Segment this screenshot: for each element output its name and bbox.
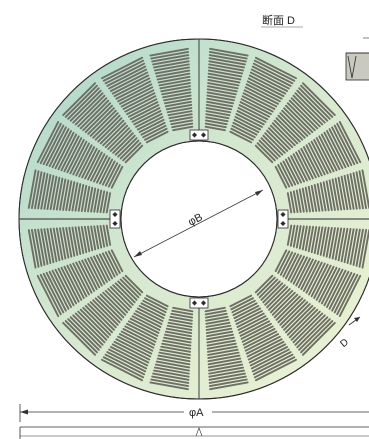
grating-wedge bbox=[27, 224, 112, 269]
bolt-icon bbox=[192, 300, 197, 306]
inner-diameter-line bbox=[133, 189, 264, 258]
bolt-plate bbox=[189, 297, 209, 309]
grating-wedge bbox=[27, 169, 112, 214]
grating-wedge bbox=[149, 306, 194, 391]
grating-ring bbox=[18, 38, 369, 400]
outer-edge bbox=[18, 38, 369, 400]
inner-diameter-arrow-end bbox=[255, 190, 263, 196]
bolt-plate bbox=[277, 209, 289, 229]
bolt-plate bbox=[109, 209, 121, 229]
section-label: 断面 D bbox=[262, 13, 295, 27]
bolt-icon bbox=[201, 300, 206, 306]
grating-wedge bbox=[204, 47, 249, 132]
grating-wedge bbox=[286, 169, 369, 214]
grating-wedge bbox=[274, 121, 362, 189]
outer-diameter-label: φA bbox=[189, 407, 204, 419]
bolt-icon bbox=[280, 221, 286, 226]
grating-wedge bbox=[62, 82, 144, 164]
inner-edge bbox=[120, 140, 278, 298]
outer-diameter-dimension: φA bbox=[19, 404, 369, 422]
bolt-plate bbox=[189, 129, 209, 141]
grating-wedge bbox=[229, 56, 297, 144]
grating-wedge bbox=[274, 249, 362, 317]
section-detail bbox=[345, 37, 369, 81]
bolt-icon bbox=[192, 132, 197, 138]
grating-wedge bbox=[101, 56, 169, 144]
inner-diameter-arrow-start bbox=[134, 251, 142, 257]
section-marker-label: D bbox=[338, 337, 351, 350]
grating-wedge bbox=[36, 121, 124, 189]
grating-wedge bbox=[254, 274, 336, 356]
grating-wedge bbox=[204, 306, 249, 391]
inner-diameter-label: φB bbox=[186, 211, 204, 228]
grating-wedge bbox=[62, 274, 144, 356]
grating-wedge bbox=[101, 294, 169, 382]
bolt-icon bbox=[280, 212, 286, 217]
grating-wedge bbox=[229, 294, 297, 382]
frame-edge bbox=[19, 426, 369, 439]
grating-wedge bbox=[286, 224, 369, 269]
bolt-icon bbox=[201, 132, 206, 138]
grating-wedge bbox=[149, 47, 194, 132]
grating-wedge bbox=[36, 249, 124, 317]
grating-wedge bbox=[254, 82, 336, 164]
